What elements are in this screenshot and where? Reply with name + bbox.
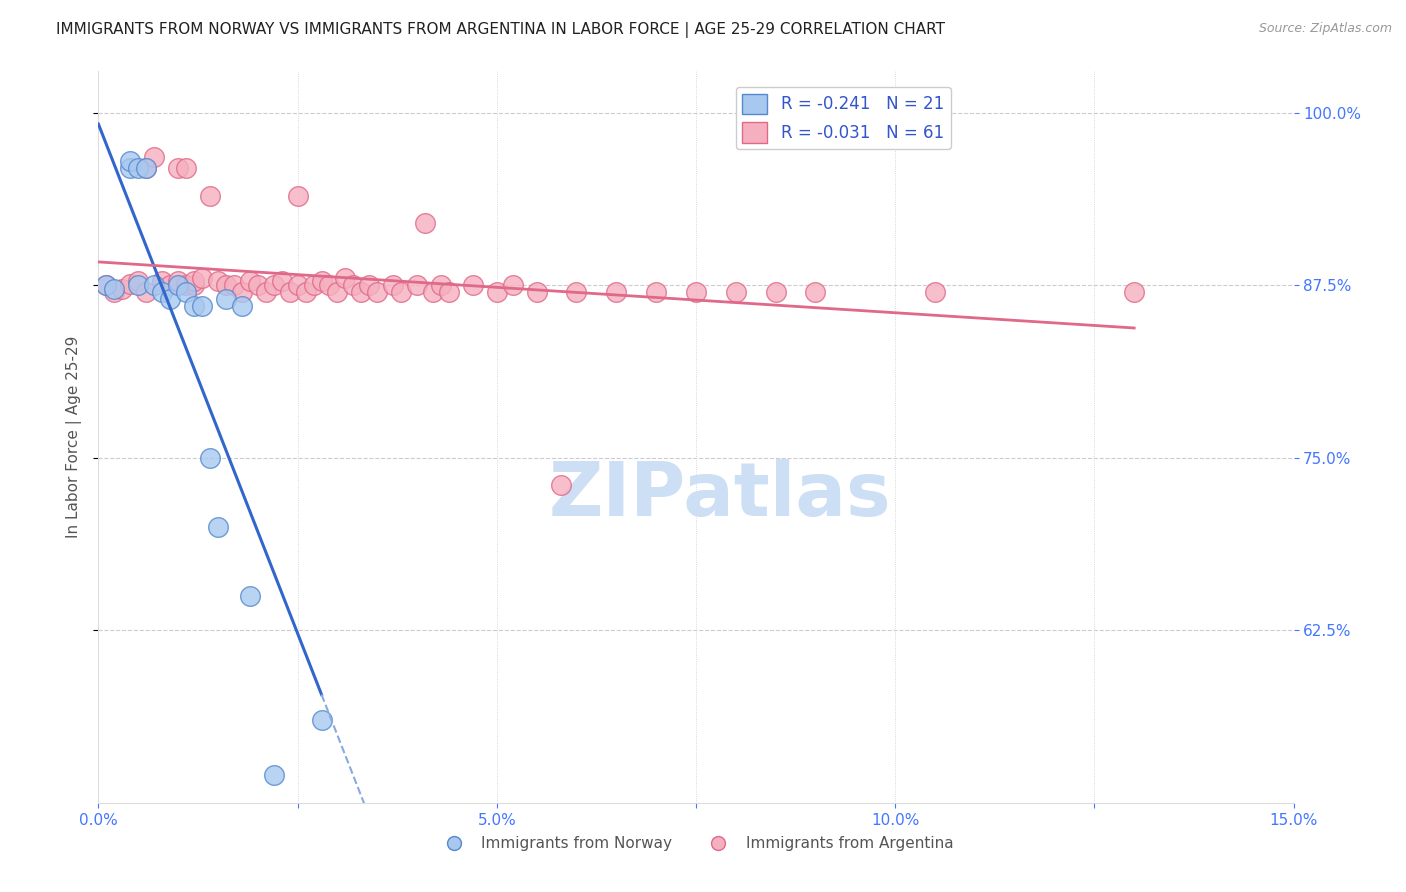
Point — [183, 278, 205, 293]
Point — [413, 216, 436, 230]
Point — [239, 589, 262, 603]
Point — [526, 285, 548, 300]
Point — [207, 274, 229, 288]
Point — [135, 161, 157, 175]
Text: Source: ZipAtlas.com: Source: ZipAtlas.com — [1258, 22, 1392, 36]
Point — [924, 285, 946, 300]
Point — [167, 161, 190, 175]
Point — [254, 285, 277, 300]
Point — [270, 274, 292, 288]
Text: IMMIGRANTS FROM NORWAY VS IMMIGRANTS FROM ARGENTINA IN LABOR FORCE | AGE 25-29 C: IMMIGRANTS FROM NORWAY VS IMMIGRANTS FRO… — [56, 22, 945, 38]
Point — [231, 299, 253, 313]
Point — [120, 277, 142, 291]
Point — [135, 161, 157, 175]
Point — [645, 285, 668, 300]
Point — [127, 161, 149, 175]
Point — [143, 150, 166, 164]
Point — [318, 278, 340, 293]
Point — [311, 713, 333, 727]
Point — [167, 278, 190, 293]
Point — [174, 161, 197, 175]
Point — [278, 285, 301, 300]
Point — [382, 278, 405, 293]
Legend: Immigrants from Norway, Immigrants from Argentina: Immigrants from Norway, Immigrants from … — [433, 830, 959, 857]
Point — [326, 285, 349, 300]
Point — [215, 278, 238, 293]
Point — [111, 282, 134, 296]
Point — [422, 285, 444, 300]
Point — [287, 278, 309, 293]
Point — [96, 278, 118, 293]
Point — [127, 278, 149, 293]
Point — [183, 274, 205, 288]
Point — [502, 278, 524, 293]
Point — [246, 278, 269, 293]
Point — [342, 278, 364, 293]
Point — [335, 271, 357, 285]
Point — [103, 282, 125, 296]
Point — [302, 278, 325, 293]
Point — [159, 292, 181, 306]
Point — [222, 278, 245, 293]
Point — [174, 285, 197, 300]
Point — [263, 768, 285, 782]
Point — [724, 285, 747, 300]
Point — [215, 292, 238, 306]
Point — [159, 278, 181, 293]
Point — [311, 274, 333, 288]
Point — [565, 285, 588, 300]
Point — [287, 188, 309, 202]
Point — [120, 154, 142, 169]
Point — [127, 274, 149, 288]
Point — [183, 299, 205, 313]
Point — [150, 285, 173, 300]
Point — [198, 450, 221, 465]
Point — [765, 285, 787, 300]
Point — [231, 285, 253, 300]
Point — [605, 285, 627, 300]
Point — [96, 278, 118, 293]
Point — [485, 285, 508, 300]
Point — [103, 285, 125, 300]
Point — [174, 278, 197, 293]
Text: ZIPatlas: ZIPatlas — [548, 459, 891, 533]
Point — [406, 278, 429, 293]
Point — [430, 278, 453, 293]
Point — [120, 161, 142, 175]
Y-axis label: In Labor Force | Age 25-29: In Labor Force | Age 25-29 — [66, 336, 82, 538]
Point — [239, 274, 262, 288]
Point — [198, 188, 221, 202]
Point — [389, 285, 412, 300]
Point — [350, 285, 373, 300]
Point — [437, 285, 460, 300]
Point — [366, 285, 388, 300]
Point — [207, 520, 229, 534]
Point — [263, 278, 285, 293]
Point — [804, 285, 827, 300]
Point — [150, 274, 173, 288]
Point — [191, 299, 214, 313]
Point — [135, 285, 157, 300]
Point — [359, 278, 381, 293]
Point — [143, 278, 166, 293]
Point — [191, 271, 214, 285]
Point — [685, 285, 707, 300]
Point — [1123, 285, 1146, 300]
Point — [550, 478, 572, 492]
Point — [294, 285, 316, 300]
Point — [167, 274, 190, 288]
Point — [461, 278, 484, 293]
